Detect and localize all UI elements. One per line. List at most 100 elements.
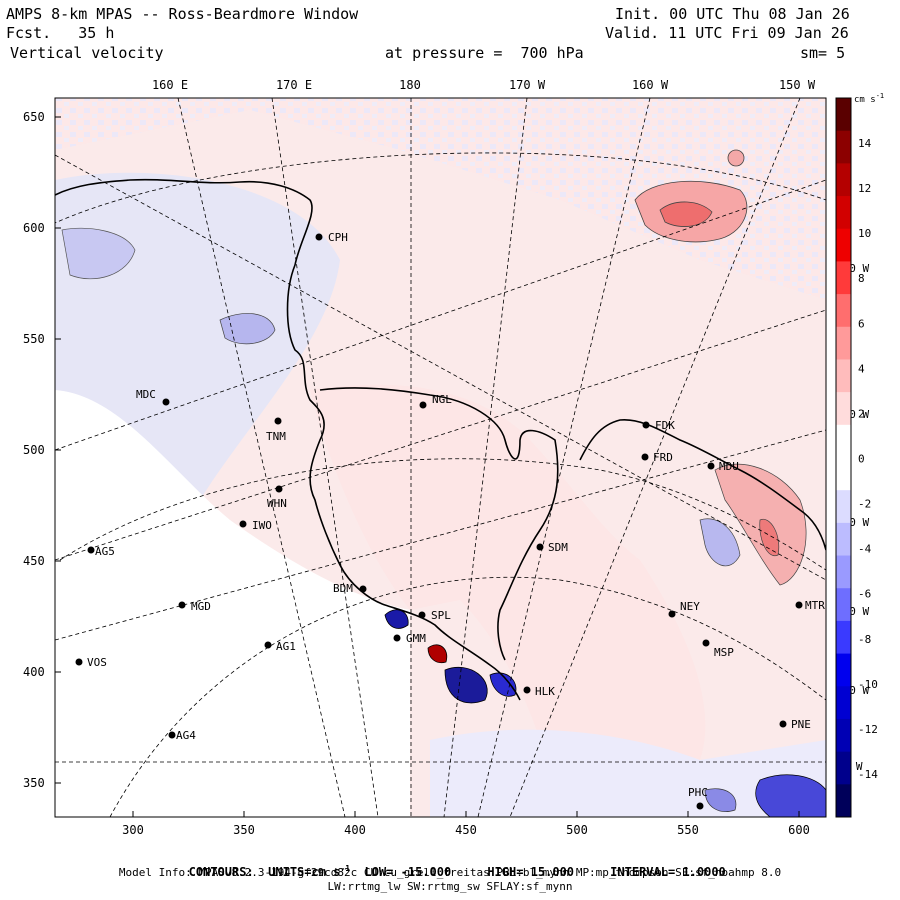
colorbar-label: -6	[858, 588, 871, 601]
station-pne: PNE	[779, 718, 811, 731]
station-ngl: NGL	[419, 393, 452, 409]
station-gmm: GMM	[393, 632, 426, 645]
svg-text:PHC: PHC	[688, 786, 708, 799]
svg-text:VOS: VOS	[87, 656, 107, 669]
colorbar-label: 8	[858, 272, 865, 285]
init-time: Init. 00 UTC Thu 08 Jan 26	[615, 5, 850, 23]
colorbar-label: 0	[858, 453, 865, 466]
station-sdm: SDM	[536, 541, 568, 554]
colorbar-swatch	[836, 326, 851, 360]
colorbar	[835, 97, 852, 818]
svg-text:FRD: FRD	[653, 451, 673, 464]
colorbar-label: 2	[858, 407, 865, 420]
model-info: Model Info: MPASv8.2.3-194-gf29cd82c CU:…	[118, 866, 782, 879]
station-mdc: MDC	[136, 388, 170, 406]
station-hlk: HLK	[523, 685, 555, 698]
svg-text:350: 350	[23, 776, 45, 790]
svg-text:AG5: AG5	[95, 545, 115, 558]
svg-text:WHN: WHN	[267, 497, 287, 510]
pressure-level: at pressure = 700 hPa	[385, 44, 584, 62]
svg-text:BDM: BDM	[333, 582, 353, 595]
station-phc: PHC	[688, 786, 708, 810]
colorbar-label: -14	[858, 768, 878, 781]
interval-label: INTERVAL=	[610, 865, 676, 879]
svg-text:GMM: GMM	[406, 632, 426, 645]
svg-text:AG1: AG1	[276, 640, 296, 653]
svg-text:550: 550	[23, 332, 45, 346]
station-whn: WHN	[267, 485, 287, 510]
colorbar-swatch	[836, 620, 851, 655]
colorbar-swatch	[836, 424, 851, 458]
colorbar-swatch	[836, 522, 851, 557]
model-info-2: LW:rrtmg_lw SW:rrtmg_sw SFLAY:sf_mynn	[327, 880, 573, 893]
bottom-tick-600: 600	[788, 811, 810, 837]
colorbar-swatch	[836, 588, 851, 622]
fcst-label: Fcst.	[6, 24, 52, 42]
station-cph: CPH	[315, 231, 348, 244]
left-tick-350: 350	[23, 776, 61, 790]
station-spl: SPL	[418, 609, 451, 622]
colorbar-swatch	[836, 555, 851, 589]
colorbar-label: 6	[858, 317, 865, 330]
colorbar-unit: cm s-1	[854, 92, 884, 105]
svg-text:550: 550	[677, 823, 699, 837]
colorbar-swatch	[836, 490, 851, 524]
colorbar-label: -4	[858, 543, 872, 556]
colorbar-label: -2	[858, 498, 871, 511]
top-lon-170w: 170 W	[509, 78, 546, 92]
vertical-velocity-field	[55, 98, 826, 817]
contours-label: CONTOURS:	[188, 865, 254, 879]
left-tick-600: 600	[23, 221, 61, 235]
bottom-tick-450: 450	[455, 811, 477, 837]
valid-time: Valid. 11 UTC Fri 09 Jan 26	[605, 24, 849, 42]
bottom-axis: 300 350 400 450 500 550 600	[122, 811, 810, 837]
svg-text:400: 400	[23, 665, 45, 679]
colorbar-swatch	[836, 718, 851, 753]
svg-text:450: 450	[23, 554, 45, 568]
svg-text:SPL: SPL	[431, 609, 451, 622]
interval-value: 1.0000	[682, 865, 726, 879]
colorbar-swatch	[836, 98, 851, 132]
svg-text:SDM: SDM	[548, 541, 568, 554]
station-mgd: MGD	[178, 600, 211, 613]
colorbar-frame	[835, 97, 852, 818]
station-frd: FRD	[641, 451, 673, 464]
colorbar-label: 12	[858, 182, 871, 195]
colorbar-swatch	[836, 228, 851, 262]
station-mdu: MDU	[707, 460, 739, 473]
left-tick-550: 550	[23, 332, 61, 346]
units-label: UNITS=cm s-1	[268, 864, 351, 879]
low-value: -15.000	[400, 865, 452, 879]
top-lon-160e: 160 E	[152, 78, 188, 92]
colorbar-labels: 14 12 10 8 6 4 2 0 -2 -4 -6 -8 -10 -12 -14	[858, 137, 878, 781]
station-tnm: TNM	[266, 417, 286, 443]
top-lon-150w: 150 W	[779, 78, 816, 92]
station-ney: NEY	[668, 600, 700, 618]
svg-text:AG4: AG4	[176, 729, 196, 742]
bottom-tick-300: 300	[122, 811, 144, 837]
svg-text:300: 300	[122, 823, 144, 837]
station-iwo: IWO	[239, 519, 272, 532]
colorbar-swatch	[836, 686, 851, 720]
left-tick-400: 400	[23, 665, 61, 679]
left-axis: 650 600 550 500 450 400 350	[23, 110, 61, 790]
top-lon-180: 180	[399, 78, 421, 92]
contour-info: CONTOURS: UNITS=cm s-1 LOW= -15.000 HIGH…	[0, 850, 900, 879]
colorbar-label: -10	[858, 678, 878, 691]
colorbar-label: 4	[858, 362, 865, 375]
smoothing: sm= 5	[800, 44, 846, 62]
coastline	[55, 178, 826, 701]
high-label: HIGH=	[487, 865, 524, 879]
colorbar-swatch	[836, 294, 851, 328]
svg-text:NEY: NEY	[680, 600, 700, 613]
low-label: LOW=	[364, 865, 394, 879]
top-lon-170e: 170 E	[276, 78, 312, 92]
colorbar-swatch	[836, 163, 851, 197]
left-tick-450: 450	[23, 554, 61, 568]
left-tick-650: 650	[23, 110, 61, 124]
left-tick-500: 500	[23, 443, 61, 457]
svg-text:MGD: MGD	[191, 600, 211, 613]
colorbar-swatch	[836, 457, 851, 491]
colorbar-swatch	[836, 261, 851, 295]
